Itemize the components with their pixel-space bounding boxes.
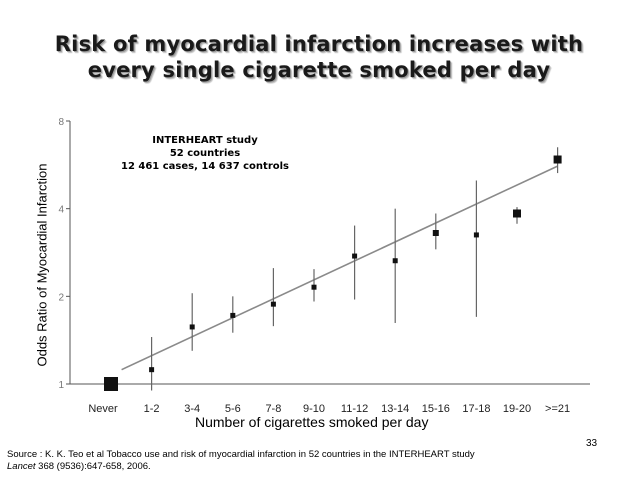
odds-ratio-point <box>189 324 195 330</box>
title-line-1: Risk of myocardial infarction increases … <box>54 32 584 56</box>
odds-ratio-point <box>270 301 276 307</box>
page-number: 33 <box>586 438 598 449</box>
x-tick-label: 7-8 <box>265 403 281 415</box>
chart-axes: 1 2 4 8 <box>58 117 590 391</box>
x-tick-label: 3-4 <box>184 403 200 415</box>
y-tick-label: 4 <box>58 205 64 216</box>
x-tick-label: >=21 <box>545 403 570 415</box>
x-tick-label: 1-2 <box>144 403 160 415</box>
x-tick-label: Never <box>88 403 118 415</box>
source-line-1: Source : K. K. Teo et al Tobacco use and… <box>7 449 475 460</box>
y-tick-label: 1 <box>58 380 64 391</box>
x-tick-label: 13-14 <box>381 403 409 415</box>
source-line-2: Lancet 368 (9536):647-658, 2006. <box>7 461 475 473</box>
odds-ratio-point <box>149 367 155 373</box>
x-tick-label: 11-12 <box>341 403 368 415</box>
source-volume: 368 (9536):647-658, 2006. <box>35 461 151 472</box>
odds-ratio-point <box>230 312 236 318</box>
x-tick-label: 19-20 <box>503 403 531 415</box>
annotation-countries: 52 countries <box>169 148 241 159</box>
slide-title: Risk of myocardial infarction increases … <box>0 31 638 83</box>
odds-ratio-point <box>513 209 521 218</box>
odds-ratio-point <box>104 377 118 391</box>
trend-line <box>121 165 558 371</box>
odds-ratio-point <box>553 155 562 164</box>
odds-ratio-point <box>352 253 358 259</box>
y-tick-label: 8 <box>58 117 64 128</box>
x-tick-label: 15-16 <box>422 403 450 415</box>
x-tick-label: 17-18 <box>462 403 490 415</box>
x-tick-labels: Never 1-2 3-4 5-6 7-8 9-10 11-12 13-14 15-16 17-1… <box>88 403 570 415</box>
annotation-study: INTERHEART study <box>152 135 258 146</box>
study-annotation: INTERHEART study 52 countries 12 461 cas… <box>110 134 300 173</box>
source-journal: Lancet <box>7 461 36 472</box>
x-tick-label: 9-10 <box>303 403 325 415</box>
odds-ratio-point <box>473 232 479 238</box>
x-axis-label: Number of cigarettes smoked per day <box>195 414 429 430</box>
odds-ratio-point <box>432 229 439 236</box>
annotation-sample: 12 461 cases, 14 637 controls <box>120 161 290 172</box>
title-line-2: every single cigarette smoked per day <box>87 58 551 82</box>
y-axis-label: Odds Ratio of Myocardial Infarction <box>34 163 50 367</box>
trend-line-group <box>121 165 558 371</box>
odds-ratio-point <box>311 284 317 290</box>
chart-marks <box>104 147 562 391</box>
x-tick-label: 5-6 <box>225 403 241 415</box>
odds-ratio-point <box>392 258 398 264</box>
source-citation: Source : K. K. Teo et al Tobacco use and… <box>7 449 475 473</box>
y-tick-label: 2 <box>58 292 64 303</box>
